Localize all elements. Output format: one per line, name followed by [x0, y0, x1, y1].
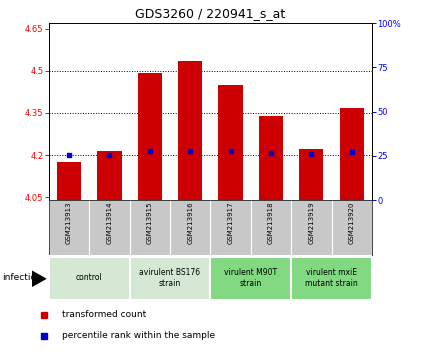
Bar	[49, 257, 130, 300]
Bar	[130, 257, 210, 300]
Bar	[218, 85, 243, 200]
Text: virulent mxiE
mutant strain: virulent mxiE mutant strain	[305, 268, 358, 287]
Text: GSM213914: GSM213914	[106, 202, 113, 244]
Bar	[178, 61, 202, 200]
Text: GSM213916: GSM213916	[187, 202, 193, 244]
Text: infection: infection	[2, 273, 42, 282]
Polygon shape	[32, 270, 47, 287]
Bar	[210, 257, 291, 300]
Bar	[291, 257, 372, 300]
Text: transformed count: transformed count	[62, 310, 146, 319]
Text: GSM213920: GSM213920	[348, 202, 355, 244]
Bar	[259, 116, 283, 200]
Text: GSM213917: GSM213917	[227, 202, 234, 244]
Bar	[57, 162, 81, 200]
Text: GSM213918: GSM213918	[268, 202, 274, 244]
Text: avirulent BS176
strain: avirulent BS176 strain	[139, 268, 201, 287]
Text: GSM213915: GSM213915	[147, 202, 153, 244]
Text: GSM213919: GSM213919	[308, 202, 314, 244]
Text: GSM213913: GSM213913	[66, 202, 72, 244]
Text: virulent M90T
strain: virulent M90T strain	[224, 268, 277, 287]
Bar	[340, 108, 364, 200]
Text: percentile rank within the sample: percentile rank within the sample	[62, 331, 215, 340]
Bar	[97, 152, 122, 200]
Title: GDS3260 / 220941_s_at: GDS3260 / 220941_s_at	[135, 7, 286, 21]
Bar	[138, 73, 162, 200]
Bar	[299, 149, 323, 200]
Text: control: control	[76, 273, 102, 282]
